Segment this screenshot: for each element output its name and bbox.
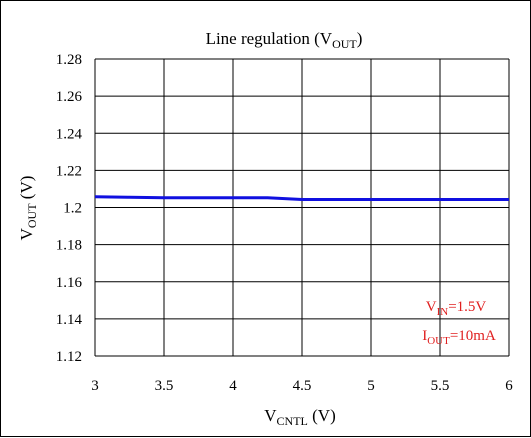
x-tick-label: 4 <box>229 378 237 394</box>
y-tick-label: 1.22 <box>56 163 82 179</box>
x-tick-label: 5.5 <box>431 378 450 394</box>
y-axis-title: VOUT (V) <box>17 176 39 241</box>
x-tick-label: 3.5 <box>155 378 174 394</box>
y-tick-label: 1.26 <box>56 89 83 105</box>
y-tick-label: 1.2 <box>63 201 82 217</box>
chart-title: Line regulation (VOUT) <box>206 29 363 51</box>
y-tick-label: 1.24 <box>56 126 83 142</box>
tick-labels: 3 3.5 4 4.5 5 5.5 6 1.12 1.14 1.16 1.18 1.2 1.22 1.24… <box>56 52 514 394</box>
x-tick-label: 4.5 <box>293 378 312 394</box>
y-tick-label: 1.16 <box>56 275 83 291</box>
series-layer <box>94 195 509 201</box>
annotation-iout: IOUT=10mA <box>422 328 496 347</box>
y-tick-label: 1.18 <box>56 238 82 254</box>
x-axis-title: VCNTL (V) <box>264 406 335 428</box>
x-tick-label: 6 <box>505 378 513 394</box>
annotation-vin: VIN=1.5V <box>426 299 487 318</box>
grid <box>94 58 510 357</box>
y-tick-label: 1.12 <box>56 349 82 365</box>
y-tick-label: 1.28 <box>56 52 82 68</box>
y-tick-label: 1.14 <box>56 312 83 328</box>
series-line-vout <box>94 195 509 201</box>
x-tick-label: 3 <box>91 378 99 394</box>
x-tick-label: 5 <box>367 378 375 394</box>
